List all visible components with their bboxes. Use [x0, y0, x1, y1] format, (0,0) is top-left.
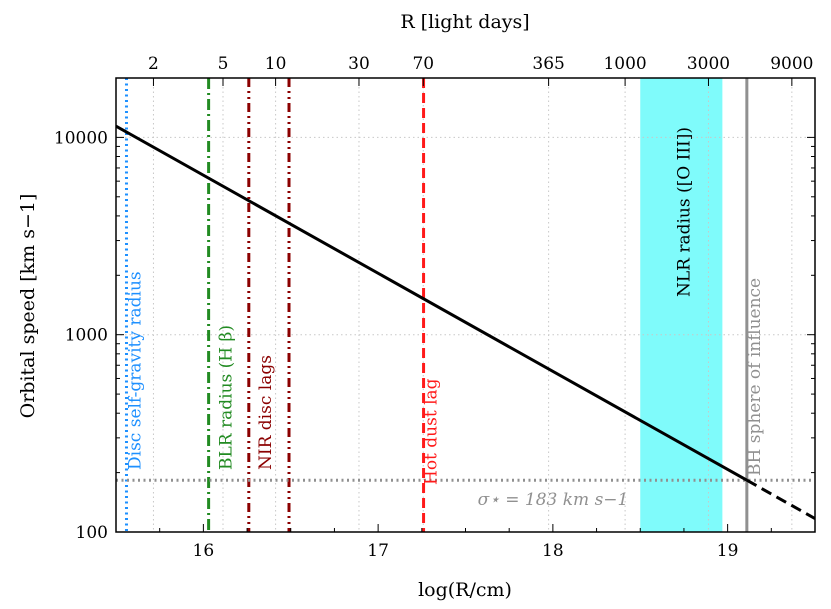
- annotation-5: BH sphere of influence: [745, 278, 765, 476]
- top-tick-label: 365: [532, 54, 564, 74]
- top-tick-label: 3000: [687, 54, 730, 74]
- x-tick-label: 17: [367, 541, 389, 561]
- annotation-layer: Disc self-gravity radius BLR radius (H β)…: [125, 127, 764, 510]
- top-tick-label: 9000: [770, 54, 813, 74]
- vline-layer: [116, 78, 815, 532]
- top-axis-title: R [light days]: [400, 11, 529, 33]
- x-tick-label: 19: [717, 541, 739, 561]
- top-tick-label: 5: [218, 54, 229, 74]
- tick-layer: 16 17 18 19 2 5 10 30 70 365 1000 3000 9000 100 1000 10…: [54, 54, 816, 561]
- annotation-2: NIR disc lags: [256, 355, 276, 470]
- orbital-speed-line: [116, 124, 748, 482]
- annotation-1: BLR radius (H β): [217, 325, 237, 470]
- y-tick-label: 100: [76, 523, 108, 543]
- curve-layer: [116, 124, 815, 520]
- y-tick-label: 1000: [65, 326, 108, 346]
- nlr-band-label: NLR radius ([O III]): [674, 127, 694, 297]
- annotation-4: Hot dust lag: [422, 378, 442, 485]
- sigma-label: σ⋆ = 183 km s−1: [478, 490, 629, 510]
- top-tick-label: 10: [265, 54, 287, 74]
- top-tick-label: 30: [348, 54, 370, 74]
- x-tick-label: 16: [193, 541, 215, 561]
- y-axis-title: Orbital speed [km s−1]: [17, 194, 39, 419]
- top-tick-label: 1000: [603, 54, 646, 74]
- y-tick-label: 10000: [54, 128, 108, 148]
- x-tick-label: 18: [542, 541, 564, 561]
- annotation-0: Disc self-gravity radius: [125, 271, 145, 470]
- top-tick-label: 2: [148, 54, 159, 74]
- x-axis-title: log(R/cm): [418, 579, 512, 601]
- top-tick-label: 70: [412, 54, 434, 74]
- orbital-speed-line-dashed: [746, 478, 815, 520]
